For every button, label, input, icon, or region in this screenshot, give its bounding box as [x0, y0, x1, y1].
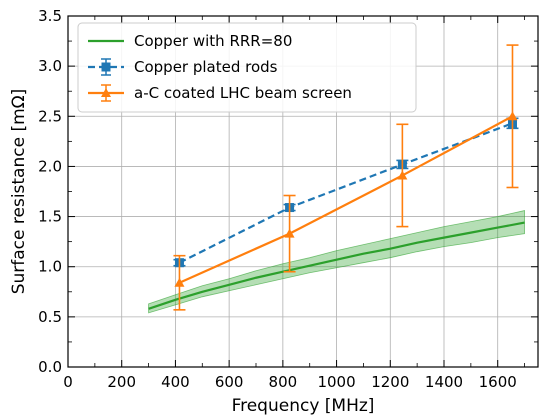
y-tick-label: 0.5	[38, 308, 62, 326]
x-tick-label: 1000	[317, 373, 355, 391]
legend-label: Copper with RRR=80	[134, 32, 292, 50]
uncertainty-band	[148, 210, 525, 314]
y-tick-label: 1.5	[38, 208, 62, 226]
legend-item: Copper plated rods	[88, 58, 278, 76]
ticks: 0 200 400 600 800 1000 1200 1400 1600 0.0 0.5 1.0 1.…	[38, 7, 538, 391]
series-copper-with-rrr-80	[148, 221, 525, 310]
x-tick-label: 1200	[371, 373, 409, 391]
data-point-triangle	[174, 277, 185, 287]
series-line	[179, 115, 514, 284]
legend-label: a-C coated LHC beam screen	[134, 84, 352, 102]
legend-label: Copper plated rods	[134, 58, 278, 76]
series	[148, 44, 525, 311]
y-tick-label: 2.5	[38, 107, 62, 125]
y-tick-label: 1.0	[38, 258, 62, 276]
x-tick-label: 1400	[425, 373, 463, 391]
x-tick-label: 0	[63, 373, 73, 391]
x-tick-label: 600	[215, 373, 244, 391]
y-tick-label: 3.5	[38, 7, 62, 25]
confidence-bands	[148, 210, 525, 314]
series-line	[148, 221, 525, 310]
x-tick-label: 200	[107, 373, 136, 391]
data-point-triangle	[284, 228, 295, 238]
legend: Copper with RRR=80 Copper plated rods a-C …	[77, 22, 417, 113]
series-a-c-coated-lhc-beam-screen	[173, 44, 519, 311]
y-tick-label: 2.0	[38, 157, 62, 175]
x-tick-label: 400	[161, 373, 190, 391]
legend-item: Copper with RRR=80	[88, 32, 292, 50]
data-point-triangle	[507, 111, 518, 121]
y-axis-label: Surface resistance [mΩ]	[9, 89, 29, 295]
y-tick-label: 3.0	[38, 57, 62, 75]
data-point-triangle	[101, 88, 111, 97]
series-line	[178, 122, 513, 264]
legend-box	[77, 22, 417, 113]
y-tick-label: 0.0	[38, 358, 62, 376]
data-point-triangle	[397, 170, 408, 180]
data-point-square	[101, 62, 111, 72]
x-tick-label: 800	[269, 373, 298, 391]
x-axis-label: Frequency [MHz]	[232, 396, 375, 416]
x-tick-label: 1600	[479, 373, 517, 391]
legend-item: a-C coated LHC beam screen	[88, 84, 352, 102]
